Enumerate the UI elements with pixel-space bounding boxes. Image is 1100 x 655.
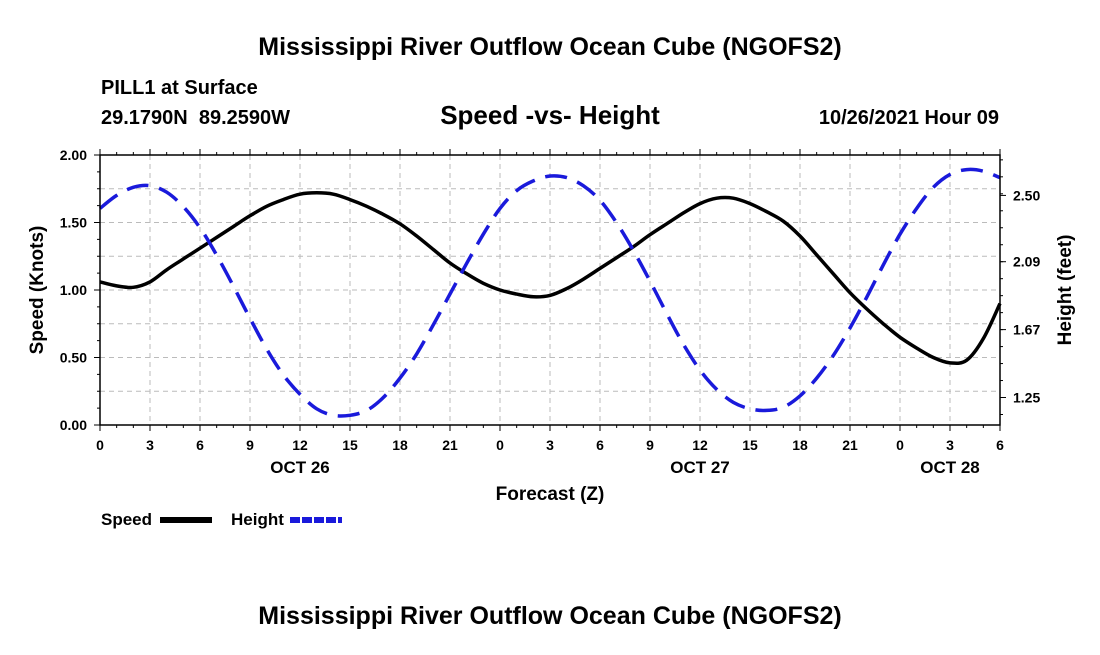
grid-lines: [100, 155, 1000, 425]
x-tick-label: 3: [946, 437, 954, 453]
date-label: OCT 28: [920, 458, 980, 477]
x-axis-label: Forecast (Z): [496, 484, 605, 505]
x-tick-label: 9: [246, 437, 254, 453]
y2-axis-label: Height (feet): [1055, 235, 1076, 346]
x-tick-label: 6: [196, 437, 204, 453]
x-tick-label: 0: [896, 437, 904, 453]
x-tick-label: 0: [96, 437, 104, 453]
y2-tick-label: 2.50: [1013, 187, 1040, 203]
x-tick-label: 3: [146, 437, 154, 453]
y-tick-label: 1.50: [60, 215, 87, 231]
forecast-datetime: 10/26/2021 Hour 09: [819, 107, 999, 129]
speed-series-line: [99, 191, 1002, 366]
page-title: Mississippi River Outflow Ocean Cube (NG…: [258, 33, 841, 61]
station-coordinates: 29.1790N 89.2590W: [101, 107, 290, 129]
x-tick-label: 6: [996, 437, 1004, 453]
x-tick-label: 15: [342, 437, 358, 453]
series-lines: [98, 167, 1002, 418]
legend-speed-label: Speed: [101, 510, 152, 529]
date-label: OCT 26: [270, 458, 330, 477]
footer-title: Mississippi River Outflow Ocean Cube (NG…: [258, 602, 841, 630]
y2-tick-label: 2.09: [1013, 254, 1040, 270]
x-tick-label: 21: [442, 437, 458, 453]
legend: Speed Height: [101, 510, 342, 529]
date-label: OCT 27: [670, 458, 730, 477]
station-label: PILL1 at Surface: [101, 77, 258, 99]
x-tick-label: 12: [692, 437, 708, 453]
x-tick-label: 18: [792, 437, 808, 453]
y2-tick-label: 1.25: [1013, 390, 1040, 406]
y-tick-label: 0.00: [60, 417, 87, 433]
y-tick-label: 0.50: [60, 350, 87, 366]
legend-height-label: Height: [231, 510, 284, 529]
x-tick-label: 3: [546, 437, 554, 453]
height-series-line: [98, 167, 1001, 418]
y-axis-label: Speed (Knots): [27, 226, 48, 355]
x-tick-label: 21: [842, 437, 858, 453]
x-tick-label: 18: [392, 437, 408, 453]
axis-ticks: 0 3 6 9 12 15 18 21 0 3 6 9 12 15 18 21 0 3 6 OCT 26 OCT 27 O…: [60, 147, 1041, 477]
y2-tick-label: 1.67: [1013, 322, 1040, 338]
y-tick-label: 1.00: [60, 282, 87, 298]
x-tick-label: 9: [646, 437, 654, 453]
x-tick-label: 0: [496, 437, 504, 453]
y-tick-label: 2.00: [60, 147, 87, 163]
x-tick-label: 15: [742, 437, 758, 453]
x-tick-label: 12: [292, 437, 308, 453]
chart-title: Speed -vs- Height: [440, 100, 660, 130]
x-tick-label: 6: [596, 437, 604, 453]
